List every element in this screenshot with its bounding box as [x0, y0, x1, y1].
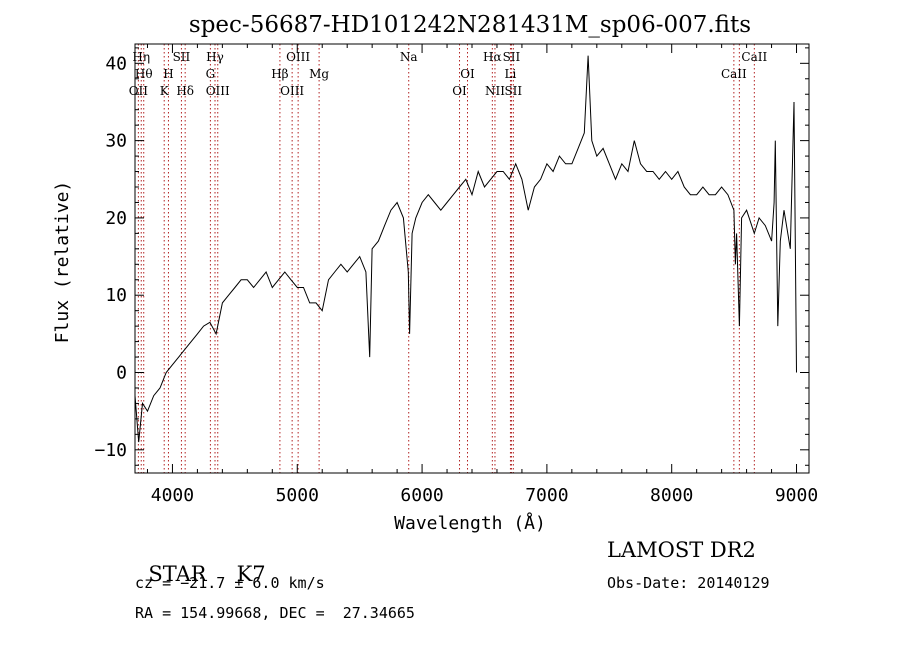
y-tick-label: 10: [105, 285, 127, 306]
line-label: OIII: [280, 84, 304, 98]
observation-date: Obs-Date: 20140129: [607, 574, 770, 592]
x-tick-label: 6000: [400, 485, 443, 506]
x-tick-label: 9000: [775, 485, 818, 506]
y-tick-label: 40: [105, 53, 127, 74]
y-tick-label: 0: [116, 363, 127, 384]
x-tick-label: 8000: [650, 485, 693, 506]
line-label: NII: [485, 84, 505, 98]
line-label: SII: [504, 84, 522, 98]
plot-frame: [134, 43, 810, 474]
line-label: CaII: [741, 50, 767, 64]
x-tick-label: 5000: [276, 485, 319, 506]
line-label: Hη: [132, 50, 150, 64]
spectral-class: STAR K7: [135, 538, 266, 586]
line-label: Hα: [483, 50, 502, 64]
line-label: OI: [460, 67, 475, 81]
line-label: Na: [400, 50, 418, 64]
x-axis-label: Wavelength (Å): [394, 512, 546, 534]
y-axis: −10 0 10 20 30 40: [94, 47, 809, 466]
coordinates: RA = 154.99668, DEC = 27.34665: [135, 604, 415, 622]
x-tick-label: 7000: [525, 485, 568, 506]
survey-name: LAMOST DR2: [607, 538, 756, 562]
line-label: OIII: [206, 84, 230, 98]
x-axis: 4000 5000 6000 7000 8000 9000: [146, 44, 818, 506]
line-label: OII: [129, 84, 149, 98]
spectrum-line: [134, 55, 797, 443]
line-label: H: [163, 67, 173, 81]
x-tick-label: 4000: [151, 485, 194, 506]
object-class: STAR: [148, 562, 207, 586]
redshift-velocity: cz = −21.7 ± 6.0 km/s: [135, 574, 325, 592]
line-label: Hδ: [176, 84, 194, 98]
line-label: Hθ: [135, 67, 153, 81]
line-label: SII: [173, 50, 191, 64]
line-label: OIII: [286, 50, 310, 64]
line-label: OI: [452, 84, 467, 98]
y-axis-label: Flux (relative): [52, 181, 73, 344]
chart-title: spec-56687-HD101242N281431M_sp06-007.fit…: [189, 12, 751, 38]
spectrum-chart: spec-56687-HD101242N281431M_sp06-007.fit…: [52, 12, 818, 534]
line-label: Li: [505, 67, 517, 81]
line-markers: [137, 44, 755, 473]
line-label: SII: [503, 50, 521, 64]
line-label: K: [160, 84, 170, 98]
line-label: Hβ: [271, 67, 288, 81]
y-tick-label: −10: [94, 440, 127, 461]
line-label: CaII: [721, 67, 747, 81]
object-subclass: K7: [236, 562, 266, 586]
line-label: Mg: [309, 67, 329, 81]
y-tick-label: 20: [105, 208, 127, 229]
line-label: G: [206, 67, 216, 81]
y-tick-label: 30: [105, 131, 127, 152]
line-label: Hγ: [206, 50, 224, 64]
